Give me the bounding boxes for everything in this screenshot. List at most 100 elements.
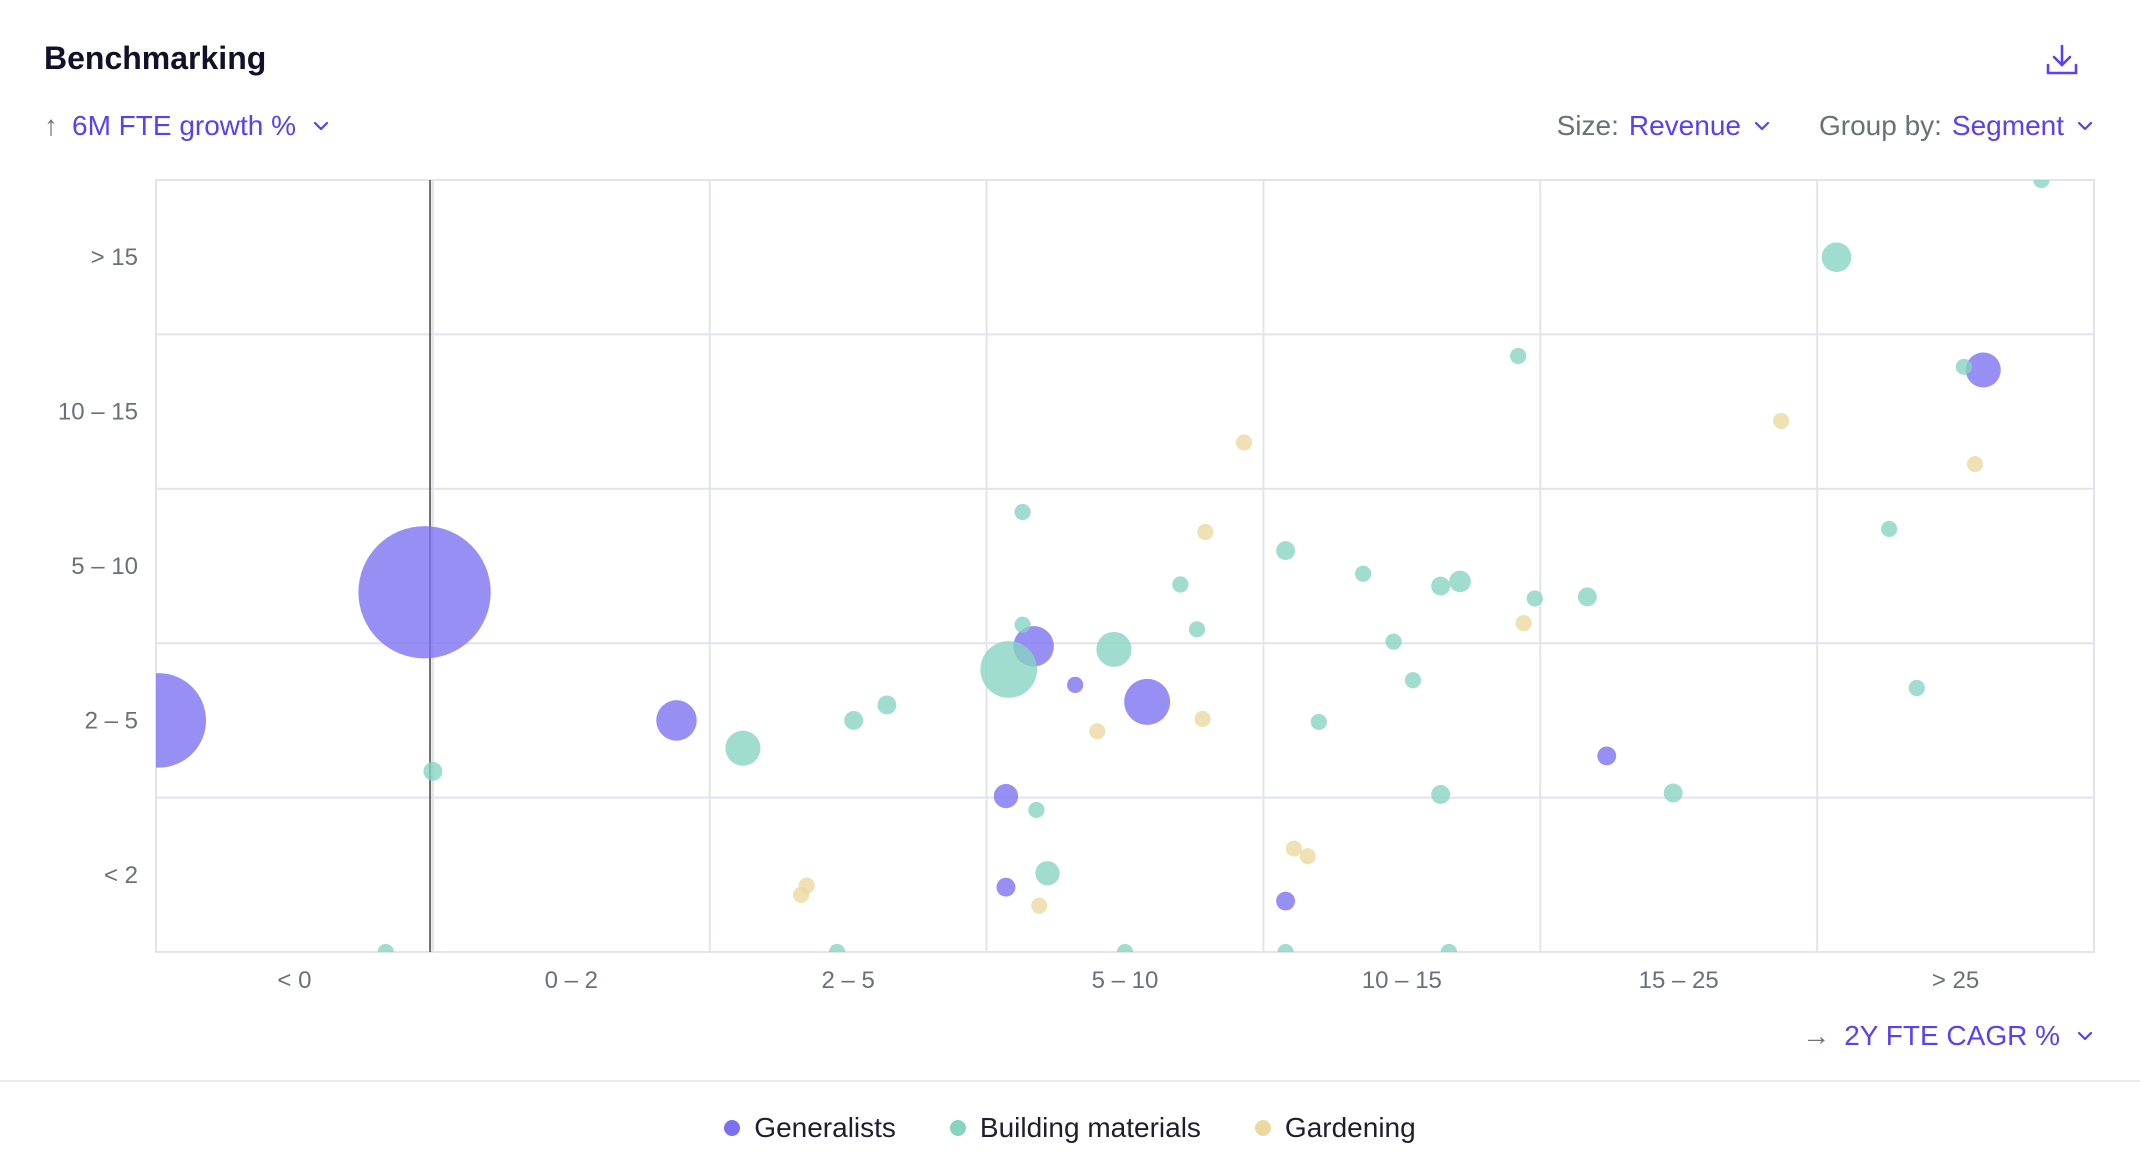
y-tick-label: 2 – 5 [85, 707, 138, 734]
bubble-gardening[interactable] [1235, 434, 1253, 451]
y-tick-label: < 2 [104, 862, 138, 889]
divider [0, 1080, 2140, 1082]
bubble-building-materials[interactable] [1577, 587, 1597, 607]
bubble-building-materials[interactable] [1354, 565, 1372, 582]
bubble-building-materials[interactable] [1028, 801, 1045, 819]
x-tick-label: 2 – 5 [821, 967, 874, 994]
legend-swatch [1254, 1120, 1271, 1136]
bubble-gardening[interactable] [798, 877, 815, 894]
bubble-gardening[interactable] [1089, 723, 1106, 740]
bubble-building-materials[interactable] [1510, 347, 1527, 365]
y-tick-label: 5 – 10 [71, 553, 138, 580]
bubble-building-materials[interactable] [2033, 172, 2050, 189]
bubble-building-materials[interactable] [1014, 503, 1031, 521]
bubble-building-materials[interactable] [1310, 713, 1327, 731]
chevron-down-icon [1754, 121, 1770, 131]
bubble-generalists[interactable] [358, 526, 491, 659]
bubble-building-materials[interactable] [828, 943, 846, 960]
legend-swatch [724, 1120, 741, 1136]
bubble-building-materials[interactable] [980, 641, 1038, 698]
bubble-gardening[interactable] [1031, 897, 1048, 914]
bubble-generalists[interactable] [993, 783, 1019, 809]
bubble-chart: < 0 0 – 2 2 – 5 5 – 10 10 – 15 15 – 25 > 25 < 2… [58, 172, 2095, 994]
x-axis-selector[interactable]: → 2Y FTE CAGR % [1802, 1020, 2096, 1052]
legend-label: Building materials [979, 1112, 1201, 1143]
group-by-selector[interactable]: Group by: Segment [1819, 110, 2096, 142]
bubble-building-materials[interactable] [1908, 679, 1925, 697]
x-axis-label: 2Y FTE CAGR % [1844, 1020, 2060, 1051]
bubble-building-materials[interactable] [1014, 616, 1031, 633]
arrow-up-icon: ↑ [44, 110, 58, 141]
bubble-building-materials[interactable] [1526, 590, 1543, 607]
legend-item-gardening[interactable]: Gardening [1254, 1112, 1416, 1144]
legend-swatch [949, 1120, 966, 1136]
group-by-value: Segment [1951, 110, 2064, 141]
legend: Generalists Building materials Gardening [0, 1112, 2140, 1144]
bubble-building-materials[interactable] [1096, 631, 1132, 667]
bubble-gardening[interactable] [1773, 412, 1790, 429]
x-tick-label: 0 – 2 [545, 967, 598, 994]
bubble-building-materials[interactable] [1955, 358, 1972, 375]
bubble-gardening[interactable] [1966, 455, 1984, 473]
chart-controls: Size: Revenue Group by: Segment [1557, 110, 2096, 142]
bubble-gardening[interactable] [1285, 840, 1302, 857]
bubble-building-materials[interactable] [1385, 633, 1402, 650]
bubble-building-materials[interactable] [725, 730, 761, 766]
y-tick-label: > 15 [91, 244, 138, 271]
download-button[interactable] [2042, 40, 2082, 80]
bubble-building-materials[interactable] [1431, 785, 1451, 804]
bubble-building-materials[interactable] [1821, 242, 1852, 273]
bubble-generalists[interactable] [1597, 746, 1617, 766]
bubble-building-materials[interactable] [1172, 576, 1189, 593]
grid [155, 179, 2095, 953]
size-value: Revenue [1628, 110, 1741, 141]
size-selector[interactable]: Size: Revenue [1557, 110, 1773, 142]
bubble-building-materials[interactable] [1116, 943, 1134, 960]
chevron-down-icon [2077, 1031, 2093, 1041]
bubble-gardening[interactable] [1194, 710, 1211, 727]
group-by-label: Group by: [1818, 110, 1942, 141]
bubble-building-materials[interactable] [1277, 943, 1294, 960]
bubble-building-materials[interactable] [377, 943, 394, 960]
x-tick-label: > 25 [1932, 967, 1979, 994]
bubble-building-materials[interactable] [1404, 672, 1422, 689]
bubble-building-materials[interactable] [1881, 520, 1898, 538]
bubble-building-materials[interactable] [1440, 943, 1458, 960]
bubble-building-materials[interactable] [1035, 861, 1060, 886]
x-tick-label: 10 – 15 [1362, 967, 1442, 994]
x-tick-label: 15 – 25 [1639, 967, 1719, 994]
x-tick-label: < 0 [277, 967, 311, 994]
bubble-generalists[interactable] [1276, 891, 1296, 911]
bubble-generalists[interactable] [112, 673, 207, 768]
bubble-generalists[interactable] [996, 877, 1016, 897]
bubble-generalists[interactable] [1124, 678, 1171, 725]
bubble-building-materials[interactable] [1431, 576, 1451, 596]
bubble-generalists[interactable] [1965, 352, 2001, 388]
bubble-building-materials[interactable] [877, 695, 897, 715]
y-tick-label: 10 – 15 [58, 399, 138, 426]
bubble-building-materials[interactable] [1188, 621, 1206, 638]
x-tick-label: 5 – 10 [1092, 967, 1159, 994]
bubble-building-materials[interactable] [1663, 783, 1683, 803]
size-label: Size: [1556, 110, 1619, 141]
arrow-right-icon: → [1802, 1020, 1831, 1051]
y-axis-selector[interactable]: ↑ 6M FTE growth % [44, 110, 332, 142]
bubble-gardening[interactable] [1197, 523, 1214, 541]
bubble-building-materials[interactable] [423, 761, 443, 781]
legend-label: Generalists [754, 1112, 896, 1143]
bubble-generalists[interactable] [656, 700, 697, 741]
bubble-building-materials[interactable] [1449, 570, 1471, 593]
bubble-gardening[interactable] [1515, 615, 1532, 632]
bubble-gardening[interactable] [1299, 848, 1316, 865]
bubble-building-materials[interactable] [1276, 541, 1296, 561]
page-title: Benchmarking [44, 40, 267, 76]
legend-label: Gardening [1284, 1112, 1416, 1143]
bubble-building-materials[interactable] [844, 710, 864, 730]
legend-item-generalists[interactable]: Generalists [724, 1112, 896, 1144]
bubble-generalists[interactable] [1067, 676, 1084, 693]
chevron-down-icon [313, 121, 329, 131]
download-icon [2046, 44, 2078, 75]
bubbles [112, 172, 2050, 960]
legend-item-building-materials[interactable]: Building materials [949, 1112, 1201, 1144]
